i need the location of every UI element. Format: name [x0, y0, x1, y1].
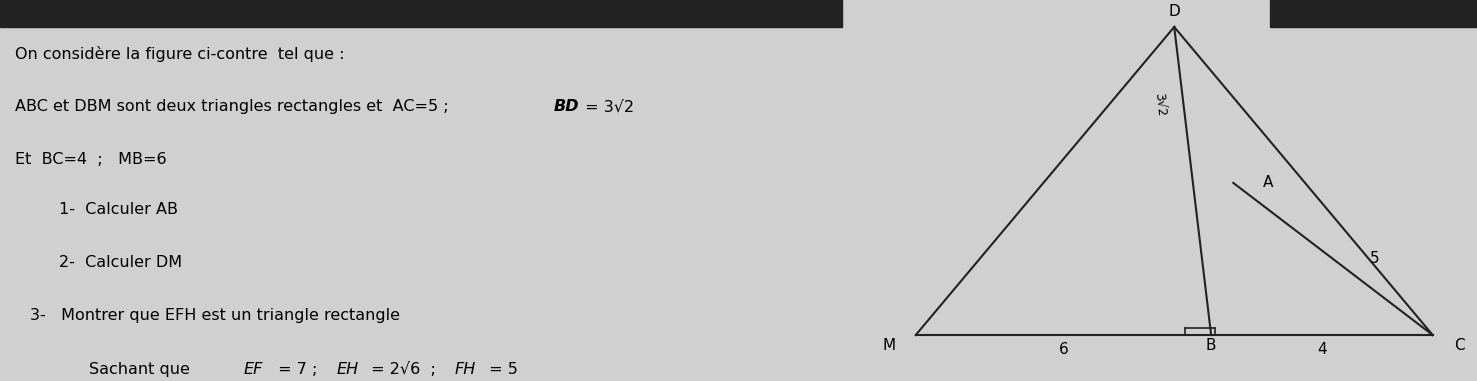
Text: D: D	[1168, 4, 1180, 19]
Text: = 5: = 5	[484, 362, 518, 377]
Text: Sachant que: Sachant que	[89, 362, 199, 377]
Text: Et  BC=4  ;   MB=6: Et BC=4 ; MB=6	[15, 152, 167, 168]
Text: 3-   Montrer que EFH est un triangle rectangle: 3- Montrer que EFH est un triangle recta…	[30, 308, 400, 323]
Text: C: C	[1453, 338, 1465, 353]
Text: EH: EH	[337, 362, 359, 377]
Bar	[1270, 0, 1477, 27]
Text: BD: BD	[554, 99, 579, 114]
Text: 3√2: 3√2	[1152, 93, 1167, 117]
Text: FH: FH	[455, 362, 476, 377]
Bar	[0, 0, 886, 381]
Text: 6: 6	[1059, 342, 1068, 357]
Text: On considère la figure ci-contre  tel que :: On considère la figure ci-contre tel que…	[15, 46, 344, 62]
Text: 2-  Calculer DM: 2- Calculer DM	[59, 255, 182, 270]
Text: 5: 5	[1371, 251, 1380, 266]
Bar	[0, 0, 842, 27]
Text: EF: EF	[244, 362, 263, 377]
Text: A: A	[1263, 175, 1273, 190]
Text: 4: 4	[1317, 342, 1326, 357]
Text: B: B	[1205, 338, 1217, 353]
Text: M: M	[883, 338, 895, 353]
Text: 1-  Calculer AB: 1- Calculer AB	[59, 202, 179, 217]
Text: = 2√6  ;: = 2√6 ;	[366, 362, 446, 377]
Text: = 3√2: = 3√2	[580, 99, 635, 114]
Text: = 7 ;: = 7 ;	[273, 362, 328, 377]
Text: ABC et DBM sont deux triangles rectangles et  AC=5 ;: ABC et DBM sont deux triangles rectangle…	[15, 99, 459, 114]
